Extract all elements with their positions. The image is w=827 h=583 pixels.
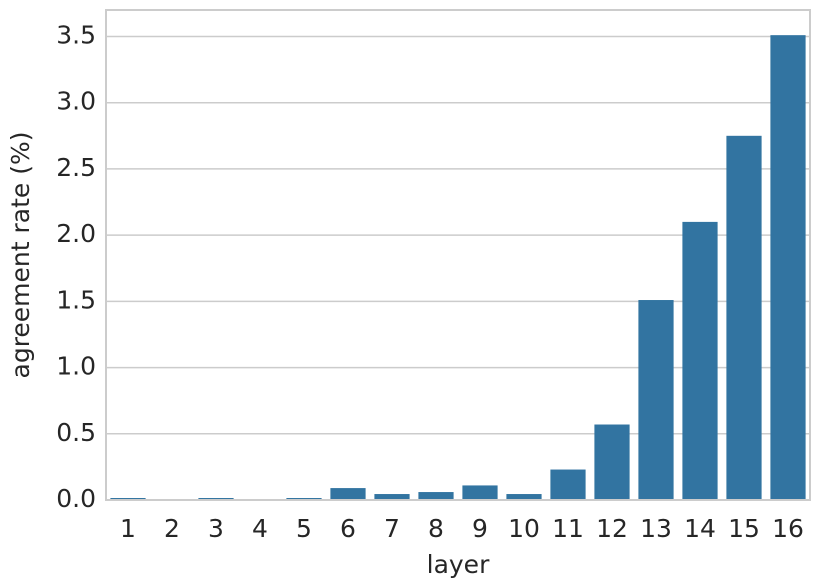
x-tick-label: 15 bbox=[728, 514, 760, 543]
bar bbox=[682, 221, 718, 500]
y-tick-label: 1.5 bbox=[56, 285, 96, 314]
bar bbox=[638, 300, 674, 500]
bar bbox=[506, 494, 542, 500]
x-tick-label: 13 bbox=[640, 514, 672, 543]
y-tick-label: 1.0 bbox=[56, 352, 96, 381]
x-tick-label: 12 bbox=[596, 514, 628, 543]
x-tick-label: 1 bbox=[120, 514, 136, 543]
x-tick-label: 9 bbox=[472, 514, 488, 543]
bar bbox=[462, 485, 498, 500]
bar bbox=[374, 494, 410, 500]
y-tick-label: 3.5 bbox=[56, 20, 96, 49]
x-tick-label: 11 bbox=[552, 514, 584, 543]
x-tick-label: 7 bbox=[384, 514, 400, 543]
bar bbox=[550, 469, 586, 500]
y-tick-label: 3.0 bbox=[56, 87, 96, 116]
x-tick-label: 4 bbox=[252, 514, 268, 543]
bar bbox=[330, 488, 366, 500]
bar bbox=[726, 135, 762, 501]
x-tick-label: 10 bbox=[508, 514, 540, 543]
x-tick-label: 16 bbox=[772, 514, 804, 543]
bar bbox=[770, 35, 806, 500]
y-tick-label: 0.0 bbox=[56, 484, 96, 513]
x-tick-label: 3 bbox=[208, 514, 224, 543]
x-axis-label: layer bbox=[427, 550, 490, 579]
y-tick-label: 2.0 bbox=[56, 219, 96, 248]
bar bbox=[594, 424, 630, 500]
x-tick-label: 8 bbox=[428, 514, 444, 543]
y-tick-label: 0.5 bbox=[56, 418, 96, 447]
bar bbox=[418, 492, 454, 500]
plot-frame bbox=[105, 9, 811, 501]
y-tick-label: 2.5 bbox=[56, 153, 96, 182]
x-tick-label: 5 bbox=[296, 514, 312, 543]
x-tick-label: 6 bbox=[340, 514, 356, 543]
x-tick-label: 14 bbox=[684, 514, 716, 543]
x-tick-label: 2 bbox=[164, 514, 180, 543]
y-axis-label: agreement rate (%) bbox=[6, 132, 35, 379]
